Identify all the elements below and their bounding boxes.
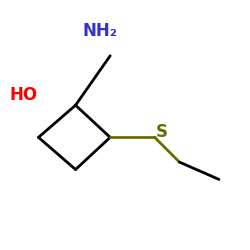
- Text: NH₂: NH₂: [83, 22, 118, 40]
- Text: S: S: [156, 124, 168, 142]
- Text: HO: HO: [10, 86, 38, 104]
